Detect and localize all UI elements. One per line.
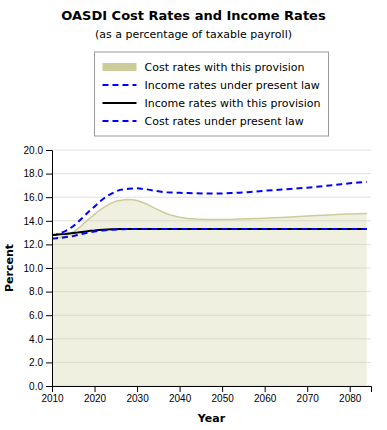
tick-label: 2050: [212, 393, 235, 404]
chart-svg: OASDI Cost Rates and Income Rates (as a p…: [0, 0, 387, 430]
legend-swatch: [102, 120, 136, 122]
legend: Cost rates with this provision Income rat…: [94, 52, 328, 136]
marks: [52, 182, 367, 386]
tick-label: 2070: [297, 393, 320, 404]
tick-mark: [46, 362, 52, 363]
line: [52, 229, 367, 238]
tick-mark: [46, 244, 52, 245]
tick-label: 2040: [169, 393, 192, 404]
line: [52, 182, 367, 235]
tick-mark: [95, 386, 96, 392]
tick-label: 8.0: [29, 286, 43, 297]
tick: 2030: [126, 386, 149, 404]
axis-line: [53, 387, 372, 393]
tick-label: 6.0: [29, 310, 43, 321]
grid-line: [52, 150, 371, 151]
tick-mark: [222, 386, 223, 392]
tick: 2040: [169, 386, 192, 404]
legend-label: Cost rates under present law: [144, 115, 303, 128]
tick-label: 20.0: [24, 145, 44, 156]
tick: 2050: [212, 386, 235, 404]
legend-swatch: [102, 84, 136, 86]
tick: 14.0: [24, 216, 52, 227]
line: [52, 229, 367, 235]
tick: 2.0: [29, 357, 52, 368]
tick-label: 2020: [84, 393, 107, 404]
legend-swatch: [102, 63, 136, 71]
legend-label: Income rates with this provision: [144, 97, 320, 110]
tick-mark: [180, 386, 181, 392]
tick-mark: [46, 315, 52, 316]
chart-container: OASDI Cost Rates and Income Rates (as a p…: [0, 0, 387, 430]
grid-line: [52, 173, 371, 174]
area: [52, 200, 367, 386]
grid-line: [52, 197, 371, 198]
axis-line: [46, 151, 53, 387]
tick: 8.0: [29, 286, 52, 297]
tick-mark: [46, 339, 52, 340]
tick: 6.0: [29, 310, 52, 321]
tick-label: 2080: [339, 393, 362, 404]
tick-mark: [46, 292, 52, 293]
tick: 16.0: [24, 192, 52, 203]
tick-mark: [46, 174, 52, 175]
tick: 18.0: [24, 168, 52, 179]
tick: 2010: [41, 386, 64, 404]
legend-label: Cost rates with this provision: [144, 61, 304, 74]
y-axis: 0.0 2.0 4.0 6.0 8.0 10.0 12.0 14.0 16.0 18.0 20.0: [24, 145, 53, 392]
tick: 10.0: [24, 263, 52, 274]
tick-label: 2010: [41, 393, 64, 404]
tick-mark: [350, 386, 351, 392]
tick-label: 2060: [254, 393, 277, 404]
tick-mark: [46, 150, 52, 151]
y-axis-title: Percent: [3, 244, 16, 292]
tick: 2060: [254, 386, 277, 404]
tick: 4.0: [29, 334, 52, 345]
tick-label: 10.0: [24, 263, 44, 274]
tick-label: 0.0: [29, 381, 43, 392]
tick-mark: [307, 386, 308, 392]
tick-mark: [137, 386, 138, 392]
legend-item: Cost rates with this provision: [102, 61, 304, 74]
tick-mark: [265, 386, 266, 392]
tick: 20.0: [24, 145, 52, 156]
subtitle: (as a percentage of taxable payroll): [95, 28, 292, 41]
legend-swatch: [102, 102, 136, 104]
tick-label: 14.0: [24, 216, 44, 227]
tick-label: 2.0: [29, 357, 43, 368]
legend-box: [94, 52, 328, 136]
tick-mark: [46, 221, 52, 222]
tick-mark: [46, 268, 52, 269]
title: OASDI Cost Rates and Income Rates: [61, 8, 326, 23]
grid: [52, 150, 371, 386]
tick-label: 12.0: [24, 239, 44, 250]
line: [52, 200, 367, 239]
tick-label: 16.0: [24, 192, 44, 203]
tick: 2020: [84, 386, 107, 404]
tick: 2070: [297, 386, 320, 404]
x-axis: 2010 2020 2030 2040 2050 2060 2070 2080: [41, 386, 371, 404]
legend-item: Income rates under present law: [102, 79, 319, 92]
plot: 2010 2020 2030 2040 2050 2060 2070 2080 0.0 2.0 4.…: [24, 145, 372, 404]
x-axis-title: Year: [197, 412, 226, 425]
legend-label: Income rates under present law: [144, 79, 319, 92]
legend-item: Cost rates under present law: [102, 115, 303, 128]
tick-label: 2030: [126, 393, 149, 404]
tick: 2080: [339, 386, 362, 404]
tick: 0.0: [29, 381, 52, 392]
tick-label: 18.0: [24, 168, 44, 179]
legend-item: Income rates with this provision: [102, 97, 320, 110]
tick-mark: [46, 386, 52, 387]
tick: 12.0: [24, 239, 52, 250]
tick-label: 4.0: [29, 334, 43, 345]
tick-mark: [46, 197, 52, 198]
